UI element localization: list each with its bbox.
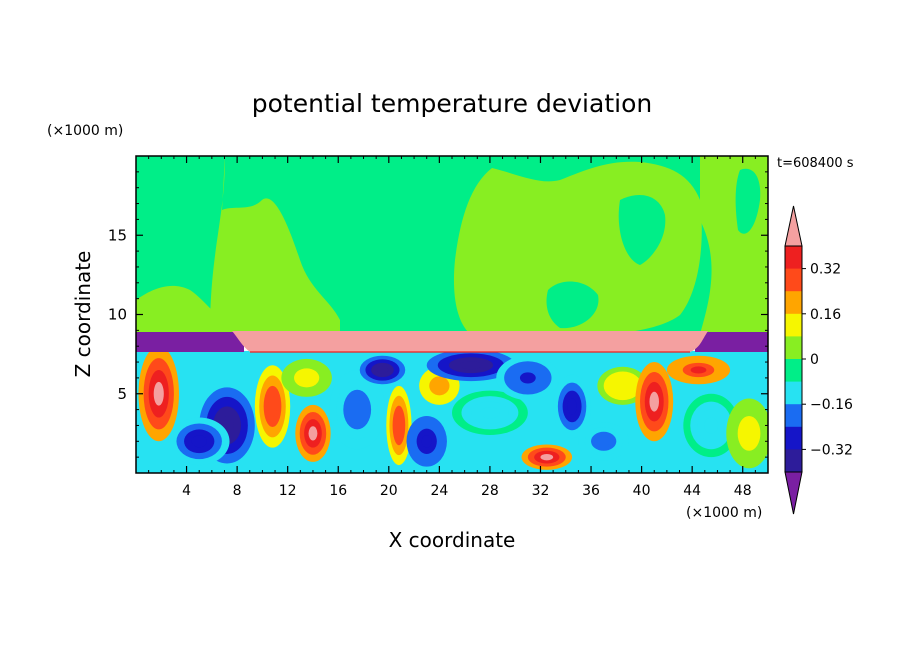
upper-hole-far-right — [735, 168, 761, 234]
field-blob — [743, 424, 755, 443]
colorbar-tick-label: 0.32 — [810, 262, 841, 278]
colorbar-segment — [785, 246, 802, 270]
colorbar: 0.32 0.16 0 −0.16 −0.32 — [784, 205, 853, 515]
x-tick-label: 40 — [633, 483, 651, 499]
field-blob — [616, 381, 629, 391]
colorbar-tick-label: 0.16 — [810, 307, 841, 323]
x-tick-label: 20 — [380, 483, 398, 499]
colorbar-segment — [785, 426, 802, 450]
y-tick-label: 10 — [108, 306, 127, 324]
y-tick-label: 5 — [117, 385, 127, 403]
y-axis: 5 10 15 — [108, 171, 768, 458]
field-blob — [300, 373, 313, 383]
colorbar-segment — [785, 268, 802, 292]
field-blob — [350, 399, 365, 420]
field-blob — [567, 398, 577, 415]
x-tick-label: 4 — [182, 483, 191, 499]
chart-title: potential temperature deviation — [252, 89, 652, 118]
x-axis: 4 8 12 16 20 24 28 32 36 40 44 48 — [148, 156, 756, 499]
colorbar-segment — [785, 313, 802, 337]
x-unit-label: (×1000 m) — [686, 505, 762, 521]
field-blob — [395, 415, 403, 436]
x-tick-label: 48 — [734, 483, 752, 499]
colorbar-segment — [785, 291, 802, 315]
y-tick-label: 15 — [108, 226, 127, 244]
x-tick-label: 8 — [233, 483, 242, 499]
x-tick-label: 28 — [481, 483, 499, 499]
field-blob — [690, 366, 707, 374]
upper-patch-left — [136, 156, 236, 334]
colorbar-segment — [785, 381, 802, 405]
colorbar-segment — [785, 359, 802, 383]
field-blob — [649, 391, 659, 412]
x-tick-label: 24 — [430, 483, 448, 499]
y-unit-label: (×1000 m) — [47, 123, 123, 139]
field-blob — [519, 372, 536, 384]
upper-hole-right — [618, 195, 666, 265]
inversion-band — [232, 331, 708, 352]
x-tick-label: 12 — [279, 483, 297, 499]
upper-layer-green-holes — [546, 168, 761, 329]
x-tick-label: 32 — [532, 483, 550, 499]
x-axis-label: X coordinate — [389, 528, 516, 552]
field-blob — [308, 426, 318, 441]
colorbar-max-arrow — [784, 205, 803, 247]
field-blob — [597, 436, 610, 447]
field-blob — [268, 396, 277, 417]
colorbar-tick-label: −0.16 — [810, 397, 853, 413]
field-blob — [480, 407, 500, 419]
field-blob — [434, 381, 445, 391]
upper-patch-top — [210, 156, 340, 334]
x-tick-label: 44 — [683, 483, 701, 499]
x-tick-label: 36 — [582, 483, 600, 499]
left-side-band — [136, 332, 244, 352]
time-label: t=608400 s — [777, 156, 854, 171]
field-blob — [191, 435, 207, 448]
field-blob — [421, 434, 432, 448]
right-side-band — [695, 332, 768, 352]
y-axis-label: Z coordinate — [71, 251, 95, 378]
x-tick-label: 16 — [329, 483, 347, 499]
lower-layer — [136, 346, 768, 473]
colorbar-tick-label: −0.32 — [810, 442, 853, 458]
field-blob — [153, 381, 164, 406]
colorbar-tick-label: 0 — [810, 352, 819, 368]
upper-hole-center — [546, 281, 599, 329]
plot-area — [136, 156, 768, 473]
field-blob — [540, 453, 554, 461]
colorbar-segment — [785, 449, 802, 473]
colorbar-min-arrow — [784, 471, 803, 515]
field-blob — [704, 417, 719, 434]
field-blob — [376, 366, 389, 374]
colorbar-segment — [785, 336, 802, 360]
lower-layer-blobs — [138, 346, 768, 470]
field-blob — [459, 361, 483, 370]
colorbar-segment — [785, 404, 802, 428]
